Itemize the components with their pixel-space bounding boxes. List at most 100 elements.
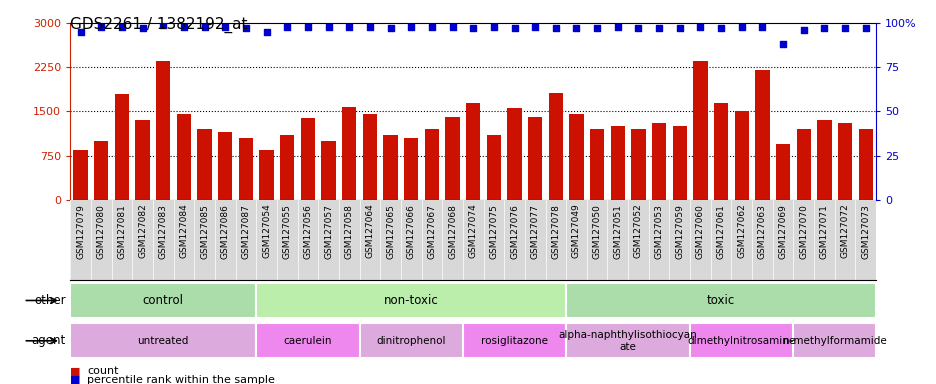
Text: GSM127064: GSM127064 xyxy=(365,204,374,258)
Point xyxy=(589,25,604,31)
Bar xyxy=(300,118,314,200)
Bar xyxy=(548,93,563,200)
Point xyxy=(775,41,790,47)
Text: GSM127077: GSM127077 xyxy=(530,204,539,258)
Point xyxy=(568,25,583,31)
Bar xyxy=(259,150,273,200)
Point xyxy=(857,25,872,31)
Text: GSM127060: GSM127060 xyxy=(695,204,704,258)
Bar xyxy=(114,94,129,200)
Bar xyxy=(177,114,191,200)
Text: GSM127049: GSM127049 xyxy=(571,204,580,258)
Text: GDS2261 / 1382192_at: GDS2261 / 1382192_at xyxy=(70,17,247,33)
Point xyxy=(94,23,109,30)
Text: GSM127085: GSM127085 xyxy=(200,204,209,258)
Bar xyxy=(321,141,335,200)
Point xyxy=(197,23,212,30)
Text: GSM127068: GSM127068 xyxy=(447,204,457,258)
Text: count: count xyxy=(87,366,119,376)
Bar xyxy=(565,283,875,318)
Text: alpha-naphthylisothiocyan
ate: alpha-naphthylisothiocyan ate xyxy=(558,330,696,352)
Text: GSM127055: GSM127055 xyxy=(283,204,291,258)
Text: GSM127052: GSM127052 xyxy=(634,204,642,258)
Bar xyxy=(734,111,748,200)
Point xyxy=(693,23,708,30)
Text: GSM127061: GSM127061 xyxy=(716,204,724,258)
Point xyxy=(713,25,728,31)
Text: GSM127078: GSM127078 xyxy=(550,204,560,258)
Text: dinitrophenol: dinitrophenol xyxy=(376,336,446,346)
Text: dimethylnitrosamine: dimethylnitrosamine xyxy=(687,336,795,346)
Bar xyxy=(70,323,256,358)
Bar xyxy=(256,323,359,358)
Point xyxy=(300,23,315,30)
Bar xyxy=(672,126,686,200)
Bar xyxy=(359,323,462,358)
Text: GSM127082: GSM127082 xyxy=(138,204,147,258)
Text: GSM127066: GSM127066 xyxy=(406,204,416,258)
Bar xyxy=(156,61,170,200)
Bar xyxy=(424,129,439,200)
Point xyxy=(362,23,377,30)
Point xyxy=(630,25,645,31)
Text: control: control xyxy=(142,294,183,307)
Text: GSM127081: GSM127081 xyxy=(117,204,126,258)
Point xyxy=(238,25,253,31)
Text: n-methylformamide: n-methylformamide xyxy=(782,336,885,346)
Bar xyxy=(693,61,707,200)
Bar xyxy=(775,144,789,200)
Text: untreated: untreated xyxy=(138,336,189,346)
Point xyxy=(651,25,665,31)
Text: GSM127083: GSM127083 xyxy=(158,204,168,258)
Text: caerulein: caerulein xyxy=(284,336,331,346)
Bar xyxy=(197,129,212,200)
Point xyxy=(506,25,521,31)
Bar xyxy=(239,138,253,200)
Text: GSM127074: GSM127074 xyxy=(468,204,477,258)
Bar xyxy=(256,283,565,318)
Bar xyxy=(527,117,542,200)
Bar xyxy=(70,283,256,318)
Point xyxy=(258,29,273,35)
Bar xyxy=(445,117,460,200)
Text: GSM127084: GSM127084 xyxy=(179,204,188,258)
Text: GSM127080: GSM127080 xyxy=(96,204,106,258)
Bar xyxy=(94,141,109,200)
Point xyxy=(403,23,418,30)
Point xyxy=(155,22,170,28)
Text: GSM127076: GSM127076 xyxy=(509,204,519,258)
Point xyxy=(734,23,749,30)
Point xyxy=(754,23,769,30)
Point xyxy=(465,25,480,31)
Text: GSM127057: GSM127057 xyxy=(324,204,332,258)
Bar xyxy=(651,123,665,200)
Text: GSM127086: GSM127086 xyxy=(221,204,229,258)
Bar xyxy=(383,135,398,200)
Bar xyxy=(73,150,88,200)
Bar xyxy=(565,323,690,358)
Text: GSM127070: GSM127070 xyxy=(798,204,808,258)
Text: GSM127071: GSM127071 xyxy=(819,204,828,258)
Bar xyxy=(631,129,645,200)
Point xyxy=(342,23,357,30)
Point xyxy=(527,23,542,30)
Point xyxy=(796,27,811,33)
Text: GSM127051: GSM127051 xyxy=(613,204,622,258)
Bar xyxy=(569,114,583,200)
Point xyxy=(672,25,687,31)
Text: GSM127075: GSM127075 xyxy=(489,204,498,258)
Bar xyxy=(465,103,480,200)
Text: GSM127067: GSM127067 xyxy=(427,204,436,258)
Point xyxy=(73,29,88,35)
Bar xyxy=(362,114,376,200)
Point xyxy=(609,23,624,30)
Bar xyxy=(816,120,831,200)
Bar xyxy=(793,323,875,358)
Point xyxy=(445,23,460,30)
Bar xyxy=(690,323,793,358)
Point xyxy=(280,23,295,30)
Text: percentile rank within the sample: percentile rank within the sample xyxy=(87,375,275,384)
Text: ■: ■ xyxy=(70,375,80,384)
Text: agent: agent xyxy=(31,334,66,347)
Bar xyxy=(796,129,811,200)
